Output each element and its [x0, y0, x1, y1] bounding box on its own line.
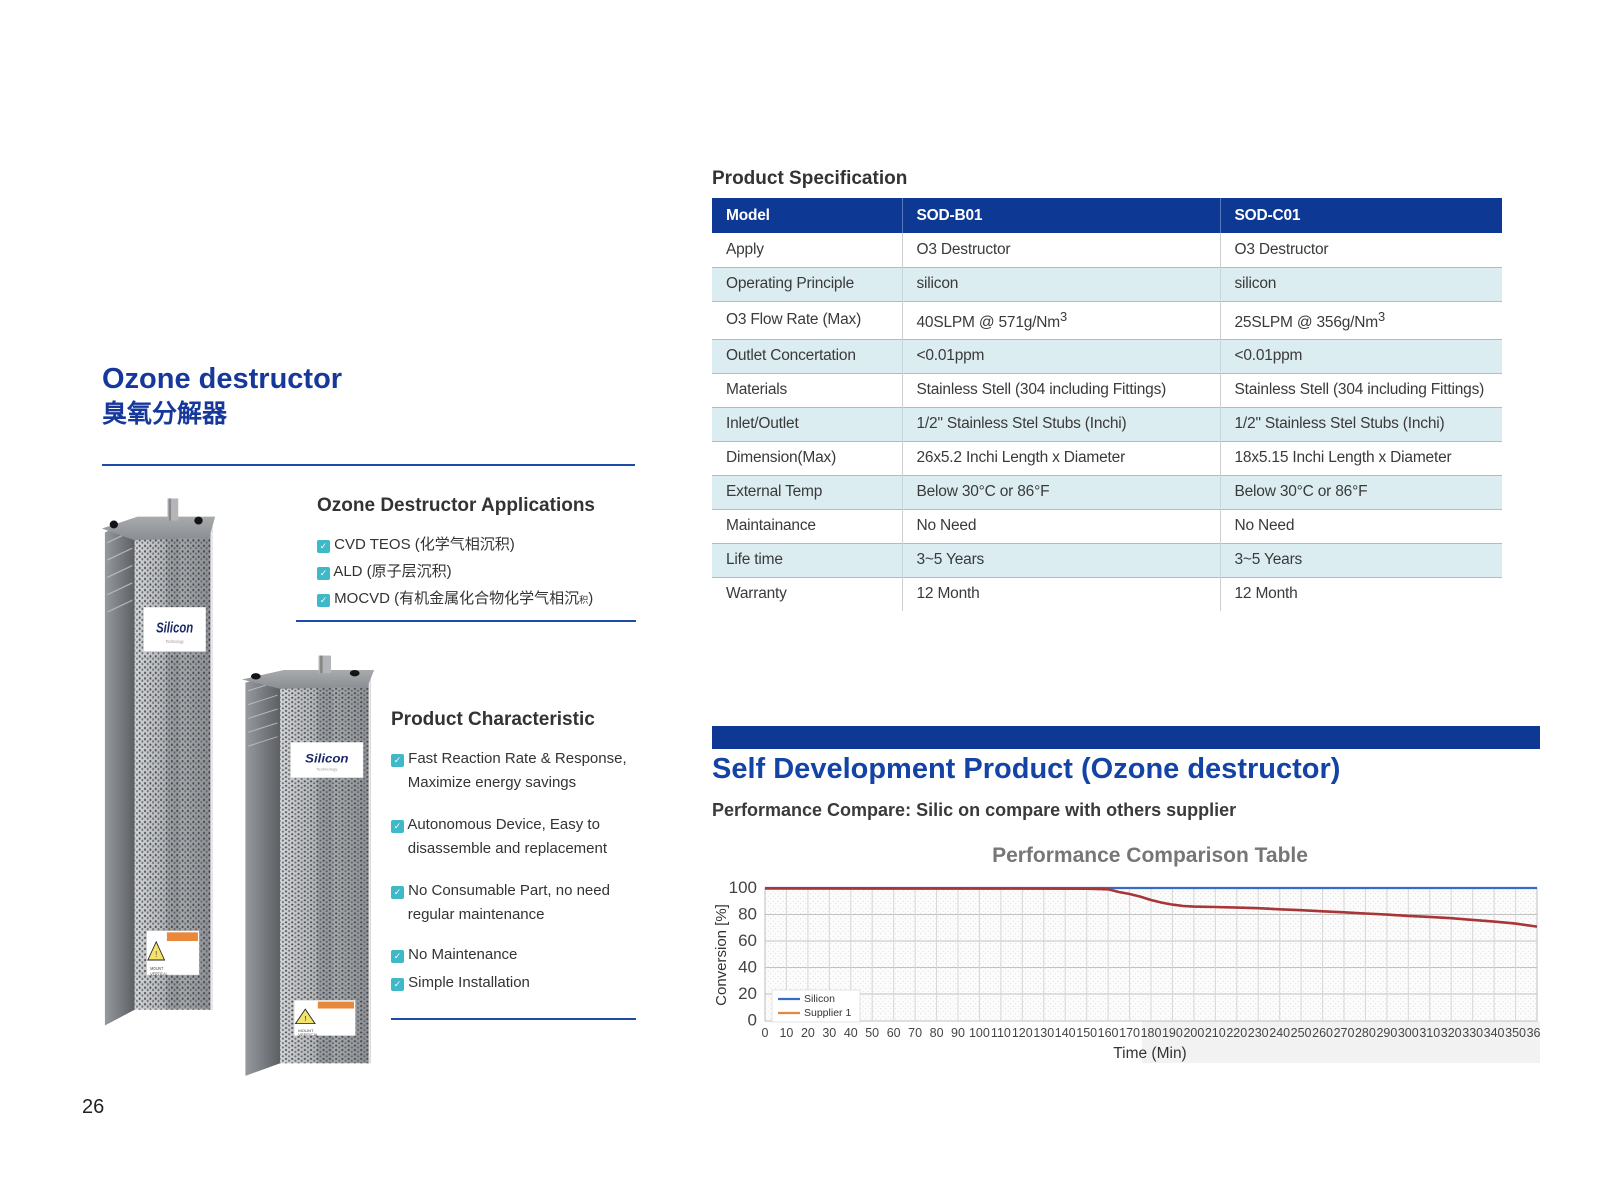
svg-text:280: 280: [1355, 1026, 1376, 1040]
svg-text:Supplier 1: Supplier 1: [804, 1007, 851, 1019]
svg-text:50: 50: [865, 1026, 879, 1040]
svg-text:100: 100: [969, 1026, 990, 1040]
svg-text:250: 250: [1291, 1026, 1312, 1040]
svg-text:Performance Comparison Table: Performance Comparison Table: [992, 844, 1308, 867]
svg-text:190: 190: [1162, 1026, 1183, 1040]
svg-text:260: 260: [1312, 1026, 1333, 1040]
svg-text:!: !: [155, 949, 157, 959]
svg-text:240: 240: [1269, 1026, 1290, 1040]
svg-text:VERTICAL: VERTICAL: [150, 971, 168, 977]
svg-text:330: 330: [1462, 1026, 1483, 1040]
svg-text:340: 340: [1484, 1026, 1505, 1040]
svg-text:180: 180: [1141, 1026, 1162, 1040]
svg-text:100: 100: [729, 878, 757, 897]
svg-text:110: 110: [991, 1026, 1011, 1040]
svg-text:210: 210: [1205, 1026, 1226, 1040]
svg-text:120: 120: [1012, 1026, 1033, 1040]
svg-text:140: 140: [1055, 1026, 1076, 1040]
svg-text:200: 200: [1183, 1026, 1204, 1040]
svg-text:300: 300: [1398, 1026, 1419, 1040]
svg-text:40: 40: [844, 1026, 858, 1040]
svg-text:230: 230: [1248, 1026, 1269, 1040]
svg-text:!: !: [304, 1014, 306, 1023]
svg-text:170: 170: [1119, 1026, 1140, 1040]
svg-text:60: 60: [887, 1026, 901, 1040]
svg-text:Technology: Technology: [316, 767, 337, 772]
svg-text:10: 10: [779, 1026, 793, 1040]
svg-text:60: 60: [738, 931, 757, 950]
svg-text:Silicon: Silicon: [156, 619, 193, 636]
svg-text:Conversion [%]: Conversion [%]: [713, 904, 730, 1006]
svg-text:70: 70: [908, 1026, 922, 1040]
svg-text:0: 0: [762, 1026, 769, 1040]
svg-text:VERTICAL: VERTICAL: [298, 1032, 319, 1037]
svg-text:Silicon: Silicon: [305, 752, 349, 765]
svg-text:350: 350: [1505, 1026, 1526, 1040]
svg-text:30: 30: [822, 1026, 836, 1040]
svg-text:320: 320: [1441, 1026, 1462, 1040]
svg-text:Silicon: Silicon: [804, 993, 835, 1005]
svg-text:220: 220: [1226, 1026, 1247, 1040]
svg-text:80: 80: [930, 1026, 944, 1040]
svg-text:80: 80: [738, 905, 757, 924]
svg-text:0: 0: [748, 1011, 757, 1030]
svg-text:90: 90: [951, 1026, 965, 1040]
svg-text:20: 20: [738, 984, 757, 1003]
svg-text:20: 20: [801, 1026, 815, 1040]
svg-text:310: 310: [1419, 1026, 1440, 1040]
svg-text:150: 150: [1076, 1026, 1097, 1040]
svg-text:360: 360: [1527, 1026, 1540, 1040]
svg-text:290: 290: [1376, 1026, 1397, 1040]
svg-text:Time (Min): Time (Min): [1113, 1045, 1186, 1062]
svg-text:160: 160: [1098, 1026, 1119, 1040]
svg-text:270: 270: [1334, 1026, 1355, 1040]
svg-text:130: 130: [1033, 1026, 1054, 1040]
svg-text:Technology: Technology: [166, 638, 185, 644]
svg-text:40: 40: [738, 958, 757, 977]
